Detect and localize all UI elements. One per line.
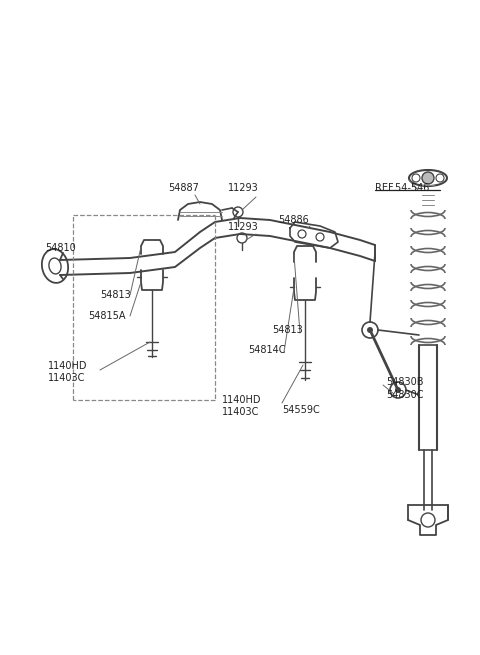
Circle shape xyxy=(367,327,373,333)
Text: 11403C: 11403C xyxy=(48,373,85,383)
Text: 54814C: 54814C xyxy=(248,345,286,355)
Text: 54813: 54813 xyxy=(272,325,303,335)
Text: 1140HD: 1140HD xyxy=(48,361,87,371)
Text: 54830C: 54830C xyxy=(386,390,423,400)
Text: 1140HD: 1140HD xyxy=(222,395,262,405)
Text: REF.54-546: REF.54-546 xyxy=(375,183,430,193)
Text: 11293: 11293 xyxy=(228,183,259,193)
Text: 54830B: 54830B xyxy=(386,377,423,387)
Circle shape xyxy=(395,387,401,393)
Text: 11293: 11293 xyxy=(228,222,259,232)
Text: 54813: 54813 xyxy=(100,290,131,300)
Text: 54887: 54887 xyxy=(168,183,199,193)
Text: 54886: 54886 xyxy=(278,215,309,225)
Text: 54810: 54810 xyxy=(45,243,76,253)
Text: 54559C: 54559C xyxy=(282,405,320,415)
Text: 11403C: 11403C xyxy=(222,407,259,417)
Circle shape xyxy=(422,172,434,184)
Text: 54815A: 54815A xyxy=(88,311,125,321)
